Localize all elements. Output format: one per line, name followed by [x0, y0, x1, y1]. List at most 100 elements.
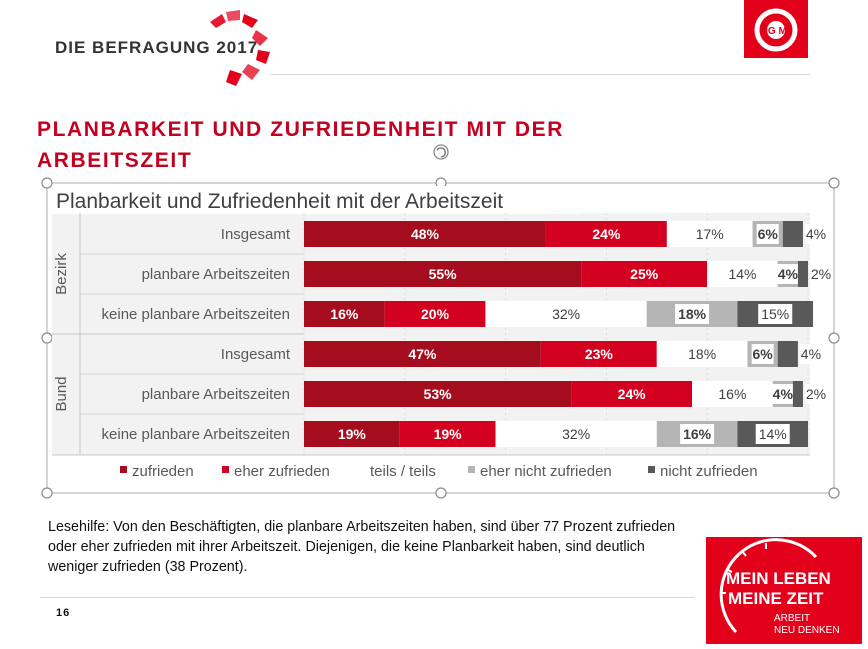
legend-label: teils / teils [370, 463, 436, 480]
category-label: Insgesamt [221, 346, 291, 363]
bar-segment [540, 341, 657, 367]
reading-note: Lesehilfe: Von den Beschäftigten, die pl… [48, 519, 676, 575]
data-label: 16% [683, 426, 712, 442]
bar-segment [571, 381, 693, 407]
data-label: 19% [434, 426, 463, 442]
bar-segment [495, 421, 657, 447]
category-label: planbare Arbeitszeiten [142, 266, 290, 283]
bar-segment [545, 221, 667, 247]
group-label: Bund [53, 376, 70, 411]
befragung-logo-graphic [210, 10, 270, 86]
data-label: 4% [801, 346, 821, 362]
slide-title-line2: ARBEITSZEIT [37, 149, 193, 172]
data-label: 32% [562, 426, 590, 442]
bar-segment [304, 421, 400, 447]
igm-emblem-icon: IG M [754, 8, 798, 52]
page-number: 16 [56, 607, 71, 619]
resize-handle[interactable] [828, 332, 840, 344]
bar-segment [692, 381, 773, 407]
resize-handle[interactable] [828, 177, 840, 189]
svg-text:IG M: IG M [765, 26, 787, 37]
bar-segment [384, 301, 486, 327]
resize-handle[interactable] [828, 487, 840, 499]
resize-handle[interactable] [435, 487, 447, 499]
data-label-box [758, 304, 793, 324]
bar-segment [782, 221, 803, 247]
data-label: 4% [806, 226, 826, 242]
legend-label: nicht zufrieden [660, 463, 758, 480]
data-label: 17% [696, 226, 724, 242]
campaign-line1: MEIN LEBEN [726, 569, 831, 588]
campaign-line3: ARBEIT [774, 613, 810, 624]
data-label: 24% [592, 226, 621, 242]
bar-segment [399, 421, 496, 447]
campaign-graphic: MEIN LEBEN MEINE ZEIT ARBEIT NEU DENKEN [719, 538, 840, 636]
data-label: 18% [678, 306, 707, 322]
chart-title-bg [52, 186, 580, 214]
bar-segment [304, 381, 572, 407]
brand-title: DIE BEFRAGUNG 2017 [55, 38, 259, 57]
data-label: 4% [773, 386, 794, 402]
data-label-box [675, 304, 710, 324]
legend-swatch [648, 466, 655, 473]
category-label: keine planbare Arbeitszeiten [102, 306, 290, 323]
data-label: 48% [411, 226, 440, 242]
category-label: Insgesamt [221, 226, 291, 243]
bar-segment [797, 261, 808, 287]
legend-label: zufrieden [132, 463, 194, 480]
data-label: 6% [758, 226, 779, 242]
data-label-box [804, 384, 827, 404]
selection-handles[interactable] [41, 177, 840, 499]
data-label-box [799, 344, 822, 364]
bar-segment [777, 341, 798, 367]
legend-swatch [222, 466, 229, 473]
resize-handle[interactable] [41, 487, 53, 499]
category-label: planbare Arbeitszeiten [142, 386, 290, 403]
bar-segment [666, 221, 753, 247]
data-label: 15% [761, 306, 789, 322]
igm-logo: IG M [744, 0, 808, 58]
data-label-box [755, 424, 790, 444]
bar-segment [707, 261, 778, 287]
footer-divider [40, 597, 695, 598]
slide-title: PLANBARKEIT UND ZUFRIEDENHEIT MIT DER AR… [37, 114, 737, 176]
bar-segment [304, 341, 541, 367]
data-label: 23% [585, 346, 614, 362]
chart-title: Planbarkeit und Zufriedenheit mit der Ar… [56, 190, 503, 213]
resize-handle[interactable] [41, 177, 53, 189]
campaign-line4: NEU DENKEN [774, 625, 840, 636]
data-label: 14% [759, 426, 787, 442]
bar-segment [656, 341, 748, 367]
data-label: 16% [330, 306, 359, 322]
clock-arc-icon [719, 538, 818, 634]
category-label: keine planbare Arbeitszeiten [102, 426, 290, 443]
data-label: 2% [806, 386, 826, 402]
data-label: 14% [728, 266, 756, 282]
data-label-box [804, 224, 827, 244]
data-label: 19% [338, 426, 367, 442]
data-label: 6% [753, 346, 774, 362]
bar-segment [581, 261, 708, 287]
data-label: 4% [778, 266, 799, 282]
bar-segment [304, 221, 546, 247]
rotate-handle-icon[interactable] [433, 144, 449, 160]
resize-handle[interactable] [41, 332, 53, 344]
legend-label: eher zufrieden [234, 463, 330, 480]
chart-legend: zufrieden eher zufrieden teils / teils eher… [120, 463, 758, 480]
slide-title-line1: PLANBARKEIT UND ZUFRIEDENHEIT MIT DER [37, 118, 565, 141]
data-label-box [680, 424, 715, 444]
bar-segment [304, 261, 582, 287]
data-label: 25% [630, 266, 659, 282]
clock-ticks-icon [720, 543, 767, 594]
data-label: 47% [408, 346, 437, 362]
data-label: 2% [811, 266, 831, 282]
data-label-box [756, 224, 779, 244]
data-label-box [776, 264, 799, 284]
data-label: 32% [552, 306, 580, 322]
data-label: 53% [424, 386, 453, 402]
data-label-box [771, 384, 794, 404]
campaign-badge: MEIN LEBEN MEINE ZEIT ARBEIT NEU DENKEN [706, 537, 862, 644]
bar-segment [792, 381, 803, 407]
data-label: 16% [718, 386, 746, 402]
